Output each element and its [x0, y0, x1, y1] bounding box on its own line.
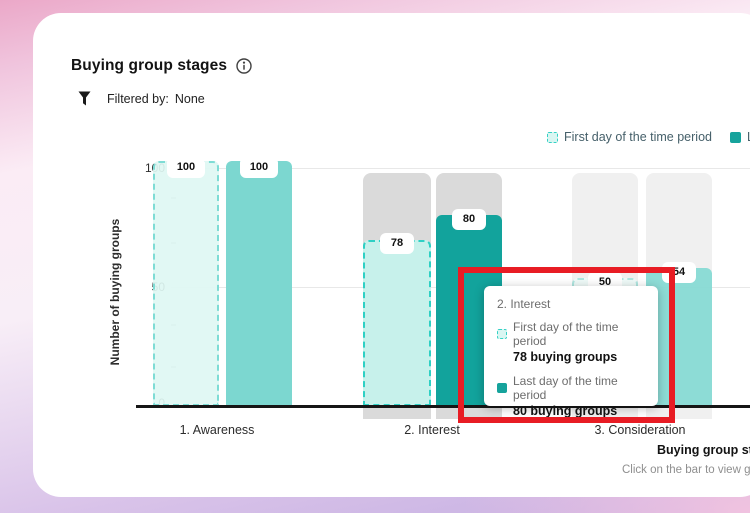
x-axis-title: Buying group stages: [657, 443, 750, 457]
legend-label-first-day: First day of the time period: [564, 130, 712, 144]
card-header: Buying group stages: [71, 57, 252, 75]
bar-value-label: 78: [380, 233, 414, 254]
tooltip-value-first-day: 78 buying groups: [513, 350, 618, 364]
tooltip-title: 2. Interest: [497, 297, 551, 311]
bar-awareness-last-day[interactable]: [226, 161, 292, 406]
legend-swatch-last-day: [730, 131, 741, 143]
bar-value-label: 80: [452, 209, 486, 230]
tooltip-label-first-day: First day of the time period: [513, 320, 619, 348]
tooltip-label-last-day: Last day of the time period: [513, 374, 618, 402]
buying-group-stages-card: Buying group stages Filtered by: None Fi…: [33, 13, 750, 497]
x-axis-line: [136, 405, 750, 408]
x-label-consideration: 3. Consideration: [594, 423, 686, 437]
tooltip-row-last-day: Last day of the time period: [497, 374, 645, 402]
filter-label: Filtered by:: [107, 91, 169, 106]
filter-row[interactable]: Filtered by: None: [78, 91, 205, 106]
tooltip-row-first-day: First day of the time period: [497, 320, 645, 348]
bar-tooltip: 2. Interest First day of the time period…: [484, 286, 658, 418]
legend-swatch-first-day: [547, 131, 558, 143]
legend-item-first-day[interactable]: First day of the time period: [547, 128, 712, 146]
filter-funnel-icon: [78, 91, 91, 106]
chart-caption: Click on the bar to view gen AI: [622, 464, 750, 476]
page-title: Buying group stages: [71, 57, 228, 74]
bar-value-label: 100: [167, 157, 205, 178]
x-label-interest: 2. Interest: [404, 423, 460, 437]
info-icon[interactable]: [236, 58, 252, 74]
legend-label-last-day: Last day of the time period: [747, 130, 750, 144]
y-axis-title: Number of buying groups: [108, 218, 122, 366]
gridline-100: [171, 168, 750, 169]
tooltip-swatch-first-day-icon: [497, 329, 507, 339]
x-label-awareness: 1. Awareness: [179, 423, 255, 437]
legend-item-last-day[interactable]: Last day of the time period: [730, 128, 750, 146]
filter-text: Filtered by: None: [107, 92, 205, 106]
tooltip-value-last-day: 80 buying groups: [513, 404, 618, 418]
red-annotation-rectangle: [458, 267, 675, 423]
bar-interest-first-day[interactable]: [363, 240, 431, 406]
bar-awareness-first-day[interactable]: [153, 161, 219, 406]
tooltip-swatch-last-day-icon: [497, 383, 507, 393]
filter-value: None: [174, 91, 205, 106]
bar-value-label: 100: [240, 157, 278, 178]
